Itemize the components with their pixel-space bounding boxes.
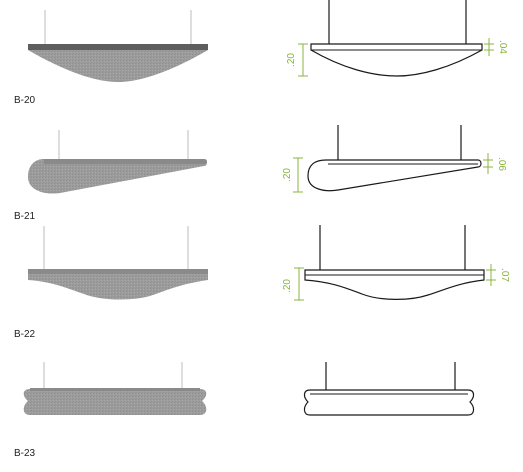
baffle-outline [311,44,482,76]
baffle-top-rail [44,159,207,164]
baffle-body [28,50,208,82]
baffle-top-rail [28,269,208,274]
b22-line-drawing: .20 .07 [282,225,510,300]
baffle-top-rail [30,388,200,391]
b21-line-drawing: .20 .06 [282,125,507,192]
dimension-total-height [298,44,308,76]
baffle-body [28,159,207,194]
baffle-body [24,389,207,415]
model-b22: .20 .07 B-22 [14,225,510,340]
b21-render [28,130,207,194]
baffle-outline [305,270,484,299]
model-b21: .20 .06 B-21 [14,125,507,222]
model-label: B-22 [14,329,36,340]
model-b23: B-23 [14,362,474,459]
b20-render [28,10,208,82]
total-height-label: .20 [282,168,293,182]
model-label: B-20 [14,95,36,106]
model-b20: .20 .04 B-20 [14,0,508,106]
cap-height-label: .06 [496,157,507,171]
total-height-label: .20 [286,53,297,67]
model-label: B-23 [14,448,36,459]
b23-render [24,362,207,415]
total-height-label: .20 [282,279,293,293]
b20-line-drawing: .20 .04 [286,0,508,76]
b23-line-drawing [304,362,473,415]
dimension-cap-height [486,264,496,286]
cap-height-label: .07 [499,268,510,282]
baffle-body [28,274,208,300]
dimension-cap-height [484,38,494,56]
baffle-outline [308,160,481,191]
baffle-top-rail [28,44,208,50]
dimension-total-height [294,268,304,300]
dimension-cap-height [483,153,493,174]
model-label: B-21 [14,211,36,222]
dimension-total-height [293,158,303,192]
b22-render [28,226,208,300]
cap-height-label: .04 [497,40,508,54]
